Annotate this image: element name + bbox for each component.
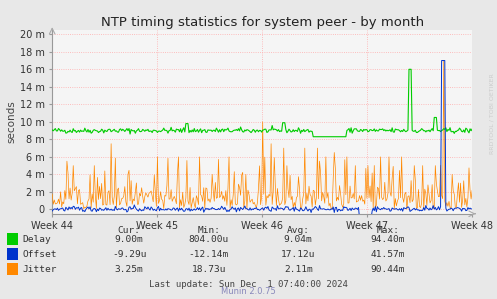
Text: Cur:: Cur:	[118, 226, 141, 235]
Text: Min:: Min:	[197, 226, 220, 235]
Text: 17.12u: 17.12u	[281, 250, 316, 259]
Text: Delay: Delay	[22, 235, 51, 244]
Text: Offset: Offset	[22, 250, 57, 259]
Text: 3.25m: 3.25m	[115, 265, 144, 274]
Text: Max:: Max:	[376, 226, 399, 235]
Text: 18.73u: 18.73u	[191, 265, 226, 274]
Text: 90.44m: 90.44m	[370, 265, 405, 274]
Text: -12.14m: -12.14m	[189, 250, 229, 259]
Text: 9.04m: 9.04m	[284, 235, 313, 244]
Text: 41.57m: 41.57m	[370, 250, 405, 259]
Text: 804.00u: 804.00u	[189, 235, 229, 244]
Text: Munin 2.0.75: Munin 2.0.75	[221, 287, 276, 296]
Text: Last update: Sun Dec  1 07:40:00 2024: Last update: Sun Dec 1 07:40:00 2024	[149, 280, 348, 289]
Text: -9.29u: -9.29u	[112, 250, 147, 259]
Text: 94.40m: 94.40m	[370, 235, 405, 244]
Text: 2.11m: 2.11m	[284, 265, 313, 274]
Text: 9.00m: 9.00m	[115, 235, 144, 244]
Text: Jitter: Jitter	[22, 265, 57, 274]
Text: RRDTOOL / TOBI OETIKER: RRDTOOL / TOBI OETIKER	[490, 73, 495, 154]
Y-axis label: seconds: seconds	[7, 100, 17, 143]
Text: Avg:: Avg:	[287, 226, 310, 235]
Title: NTP timing statistics for system peer - by month: NTP timing statistics for system peer - …	[100, 16, 424, 29]
